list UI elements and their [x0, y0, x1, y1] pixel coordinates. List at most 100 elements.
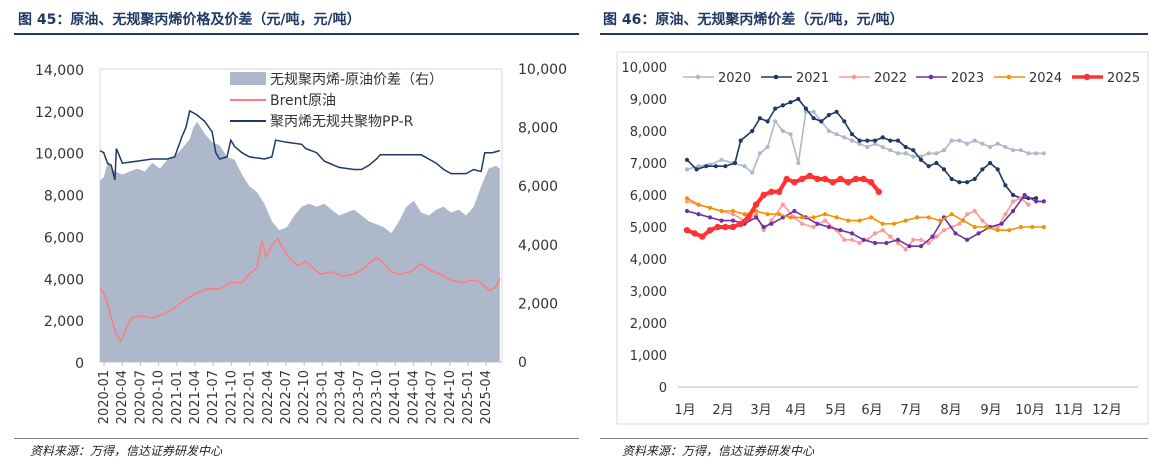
x-tick-label: 5月: [825, 403, 846, 418]
series-marker-2020: [811, 109, 816, 114]
x-tick-label: 2022-07: [279, 370, 294, 424]
legend-marker-2024: [1006, 74, 1012, 80]
chart-spread-by-year: 0 1,000 2,000 3,000 4,000 5,000 6,000 7,000 8,00…: [616, 51, 1149, 425]
series-marker-2021: [757, 116, 763, 121]
series-marker-2025: [745, 214, 752, 221]
legend-label: Brent原油: [270, 93, 336, 109]
x-tick-label: 2020-04: [115, 370, 130, 424]
x-tick-label: 2022-04: [261, 370, 276, 424]
series-marker-2022: [761, 228, 766, 233]
series-marker-2020: [872, 141, 878, 146]
series-marker-2024: [857, 218, 862, 223]
series-marker-2025: [683, 227, 691, 234]
x-tick-label: 8月: [940, 403, 961, 418]
y-tick-label: 8,000: [630, 125, 667, 140]
series-marker-2022: [857, 240, 862, 246]
series-marker-2024: [696, 202, 701, 207]
series-line-2023: [686, 193, 1044, 247]
series-marker-2023: [719, 218, 724, 223]
series-marker-2022: [684, 199, 690, 204]
series-marker-2024: [1041, 224, 1046, 230]
x-tick-label: 12月: [1092, 403, 1122, 418]
x-tick-label: 2024-07: [425, 370, 440, 424]
series-marker-2020: [980, 141, 985, 146]
series-marker-2025: [691, 230, 698, 237]
x-tick-label: 2025-01: [461, 370, 476, 424]
x-tick-label: 2020-01: [97, 370, 112, 424]
series-marker-2020: [934, 151, 939, 156]
series-marker-2021: [788, 100, 793, 105]
series-marker-2022: [754, 212, 759, 217]
series-marker-2020: [957, 138, 962, 143]
series-marker-2025: [837, 175, 844, 183]
series-marker-2021: [949, 176, 954, 182]
series-marker-2025: [798, 175, 806, 183]
series-marker-2024: [915, 215, 920, 220]
series-marker-2022: [823, 218, 828, 223]
y-tick-label: 7,000: [630, 157, 667, 172]
series-marker-2021: [957, 180, 962, 185]
series-marker-2024: [684, 196, 690, 201]
series-marker-2020: [719, 157, 724, 162]
series-marker-2025: [722, 223, 729, 231]
x-tick-label: 2021-04: [188, 370, 203, 424]
series-marker-2022: [941, 228, 947, 233]
series-marker-2025: [867, 179, 875, 186]
series-marker-2022: [800, 221, 805, 226]
series-marker-2025: [737, 220, 744, 227]
series-marker-2021: [704, 164, 709, 169]
legend-label: 无规聚丙烯-原油价差（右）: [270, 72, 443, 88]
series-marker-2021: [1034, 196, 1039, 201]
series-marker-2021: [972, 176, 977, 182]
series-marker-2022: [895, 240, 901, 246]
series-marker-2020: [1003, 144, 1008, 150]
series-marker-2025: [821, 175, 829, 183]
series-marker-2022: [842, 237, 847, 242]
y-right-tick-label: 4,000: [518, 238, 558, 254]
series-marker-2023: [861, 237, 866, 242]
series-marker-2024: [719, 208, 724, 214]
figure-46-top-rule: [600, 33, 1148, 35]
x-tick-label: 2021-10: [224, 370, 239, 424]
series-marker-2023: [1041, 199, 1046, 204]
y-left-tick-label: 12,000: [35, 105, 84, 121]
series-marker-2024: [823, 212, 828, 217]
x-tick-label: 2025-04: [479, 370, 494, 424]
x-tick-label: 11月: [1054, 403, 1084, 418]
x-tick-label: 2023-01: [315, 370, 330, 424]
x-tick-label: 2024-01: [388, 370, 403, 424]
x-tick-label: 6月: [861, 403, 882, 418]
series-marker-2024: [742, 212, 747, 217]
series-spread-area: [100, 121, 500, 362]
y-tick-label: 1,000: [630, 349, 667, 364]
series-marker-2020: [1026, 151, 1031, 156]
series-marker-2025: [829, 179, 836, 186]
series-marker-2021: [865, 138, 870, 143]
x-tick-label: 2024-04: [406, 370, 421, 424]
series-marker-2021: [694, 167, 699, 172]
series-marker-2020: [834, 132, 839, 137]
series-marker-2023: [1034, 199, 1039, 204]
x-tick-label: 2月: [712, 403, 733, 418]
figure-45-title: 图 45：原油、无规聚丙烯价格及价差（元/吨，元/吨）: [18, 12, 361, 28]
series-marker-2025: [791, 179, 798, 186]
series-marker-2024: [846, 218, 851, 223]
series-marker-2022: [730, 212, 736, 217]
series-marker-2025: [875, 188, 882, 195]
series-marker-2025: [852, 175, 859, 183]
series-marker-2021: [888, 138, 893, 143]
series-marker-2021: [796, 96, 801, 102]
x-tick-label: 2024-10: [443, 370, 458, 424]
series-marker-2020: [842, 135, 847, 140]
series-marker-2025: [775, 188, 783, 195]
series-marker-2020: [995, 141, 1000, 146]
series-marker-2022: [769, 218, 774, 223]
series-marker-2023: [895, 237, 901, 242]
series-marker-2020: [826, 128, 832, 134]
y-right-tick-label: 0: [518, 355, 527, 371]
x-tick-label: 7月: [900, 403, 921, 418]
series-marker-2020: [911, 154, 916, 159]
series-marker-2021: [911, 148, 916, 153]
x-tick-label: 1月: [674, 403, 695, 418]
y-tick-label: 2,000: [630, 317, 667, 332]
